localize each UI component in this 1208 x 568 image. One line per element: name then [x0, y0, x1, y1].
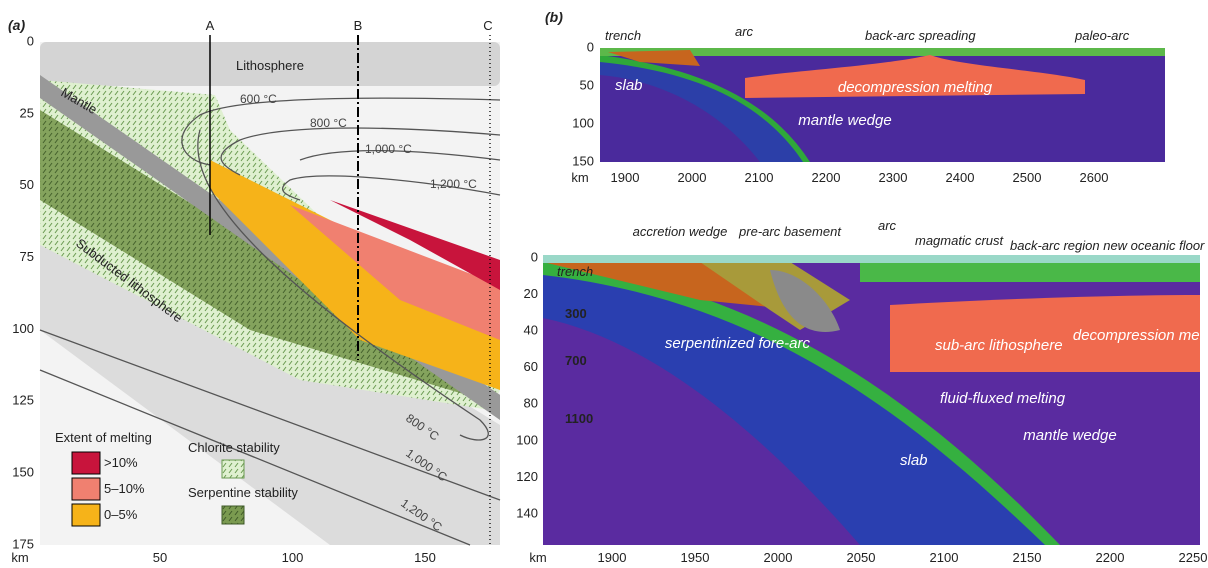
legend-swatch — [72, 478, 100, 500]
isotherm-label: 1100 — [565, 411, 593, 426]
y-tick-label: 25 — [20, 105, 34, 120]
label: trench — [605, 28, 641, 43]
label: serpentinized fore-arc — [665, 335, 811, 352]
isotherm-label: 300 — [565, 306, 587, 321]
section-label: B — [354, 18, 363, 33]
label: arc — [735, 24, 754, 39]
legend-swatch — [72, 452, 100, 474]
panel-b-top: (b) trench arc back-arc spreading paleo-… — [545, 9, 1165, 185]
label: sub-arc lithosphere — [935, 337, 1063, 354]
x-tick-label: 100 — [282, 550, 304, 565]
label: mantle wedge — [1023, 427, 1116, 444]
label: fluid-fluxed melting — [940, 390, 1066, 407]
panel-b-bottom: trench accretion wedge pre-arc basement … — [529, 218, 1208, 565]
y-tick-label: 80 — [524, 396, 538, 411]
x-tick-label: 2100 — [930, 550, 959, 565]
label: magmatic crust — [915, 233, 1005, 248]
y-tick-label: 125 — [12, 393, 34, 408]
x-tick-label: 2100 — [745, 170, 774, 185]
x-unit: km — [11, 550, 28, 565]
isotherm-label: 1,200 °C — [430, 177, 477, 191]
y-tick-label: 60 — [524, 359, 538, 374]
panel-a: (a) A B C Lithosphere Mantle Subducted l… — [8, 17, 500, 565]
y-tick-label: 150 — [572, 153, 594, 168]
isotherm-label: 700 — [565, 353, 587, 368]
x-tick-label: 2150 — [1013, 550, 1042, 565]
label: decompression melting — [838, 79, 993, 96]
y-tick-label: 100 — [516, 432, 538, 447]
y-tick-label: 100 — [572, 115, 594, 130]
sea — [543, 255, 1200, 263]
x-tick-label: 2000 — [764, 550, 793, 565]
x-tick-label: 2200 — [1096, 550, 1125, 565]
x-tick-label: 2600 — [1080, 170, 1109, 185]
x-tick-label: 1950 — [681, 550, 710, 565]
x-tick-label: 2000 — [678, 170, 707, 185]
isotherm-label: 800 °C — [310, 116, 347, 130]
label: pre-arc basement — [738, 224, 842, 239]
y-tick-label: 50 — [580, 77, 594, 92]
x-unit: km — [529, 550, 546, 565]
section-label: A — [206, 18, 215, 33]
x-tick-label: 2400 — [946, 170, 975, 185]
label: paleo-arc — [1074, 28, 1130, 43]
y-tick-label: 20 — [524, 286, 538, 301]
y-tick-label: 0 — [587, 39, 594, 54]
y-tick-label: 150 — [12, 465, 34, 480]
x-tick-label: 150 — [414, 550, 436, 565]
label: arc — [878, 218, 897, 233]
label: mantle wedge — [798, 112, 891, 129]
label: trench — [557, 264, 593, 279]
label: accretion wedge — [633, 224, 728, 239]
x-tick-label: 1900 — [611, 170, 640, 185]
y-tick-label: 100 — [12, 321, 34, 336]
y-tick-label: 50 — [20, 177, 34, 192]
y-tick-label: 140 — [516, 505, 538, 520]
magmatic-crust — [860, 262, 1200, 282]
legend-item: Chlorite stability — [188, 440, 280, 455]
legend-swatch — [222, 460, 244, 478]
x-tick-label: 2250 — [1179, 550, 1208, 565]
x-tick-label: 2300 — [879, 170, 908, 185]
x-tick-label: 1900 — [598, 550, 627, 565]
lithosphere-label: Lithosphere — [236, 58, 304, 73]
legend-item: >10% — [104, 455, 138, 470]
y-tick-label: 175 — [12, 536, 34, 551]
panel-label: (a) — [8, 17, 25, 33]
y-tick-label: 0 — [27, 33, 34, 48]
legend-swatch — [72, 504, 100, 526]
label: decompression melting — [1073, 327, 1208, 344]
label: slab — [615, 77, 643, 94]
legend-item: Serpentine stability — [188, 485, 298, 500]
isotherm-label: 1,000 °C — [365, 142, 412, 156]
x-unit: km — [571, 170, 588, 185]
label: slab — [900, 452, 928, 469]
isotherm-label: 600 °C — [240, 92, 277, 106]
legend-swatch — [222, 506, 244, 524]
y-tick-label: 75 — [20, 249, 34, 264]
panel-label: (b) — [545, 9, 563, 25]
y-tick-label: 120 — [516, 469, 538, 484]
x-tick-label: 2050 — [847, 550, 876, 565]
label: back-arc spreading — [865, 28, 976, 43]
legend-item: 5–10% — [104, 481, 145, 496]
x-tick-label: 2500 — [1013, 170, 1042, 185]
y-tick-label: 40 — [524, 323, 538, 338]
y-tick-label: 0 — [531, 249, 538, 264]
legend-item: 0–5% — [104, 507, 138, 522]
x-tick-label: 50 — [153, 550, 167, 565]
legend-title: Extent of melting — [55, 430, 152, 445]
figure: (a) A B C Lithosphere Mantle Subducted l… — [0, 0, 1208, 568]
x-tick-label: 2200 — [812, 170, 841, 185]
label: back-arc region new oceanic floor — [1010, 238, 1205, 253]
section-label: C — [483, 18, 492, 33]
